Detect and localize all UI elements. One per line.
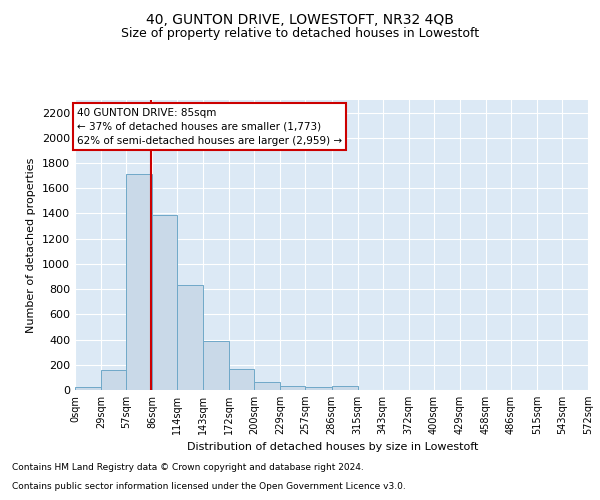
Bar [152, 214, 177, 390]
Text: Distribution of detached houses by size in Lowestoft: Distribution of detached houses by size … [187, 442, 479, 452]
Bar [101, 370, 126, 390]
Text: 40 GUNTON DRIVE: 85sqm
← 37% of detached houses are smaller (1,773)
62% of semi-: 40 GUNTON DRIVE: 85sqm ← 37% of detached… [77, 108, 342, 146]
Text: Size of property relative to detached houses in Lowestoft: Size of property relative to detached ho… [121, 28, 479, 40]
Bar [280, 386, 305, 390]
Bar [203, 342, 229, 390]
Bar [75, 388, 101, 390]
Text: Contains public sector information licensed under the Open Government Licence v3: Contains public sector information licen… [12, 482, 406, 491]
Y-axis label: Number of detached properties: Number of detached properties [26, 158, 37, 332]
Bar [229, 369, 254, 390]
Bar [177, 286, 203, 390]
Text: Contains HM Land Registry data © Crown copyright and database right 2024.: Contains HM Land Registry data © Crown c… [12, 464, 364, 472]
Bar [254, 382, 280, 390]
Text: 40, GUNTON DRIVE, LOWESTOFT, NR32 4QB: 40, GUNTON DRIVE, LOWESTOFT, NR32 4QB [146, 12, 454, 26]
Bar [331, 386, 358, 390]
Bar [126, 174, 152, 390]
Bar [305, 387, 332, 390]
